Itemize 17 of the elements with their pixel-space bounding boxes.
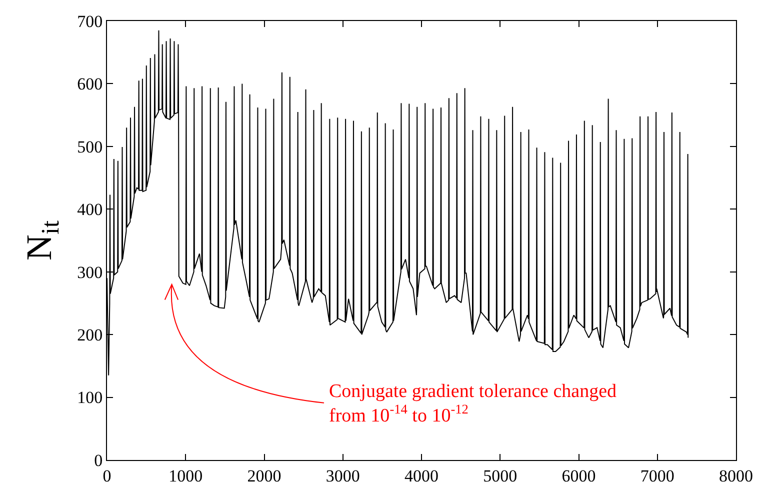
x-tick-label: 3000	[326, 466, 360, 486]
x-tick-label: 4000	[404, 466, 438, 486]
y-tick-label: 600	[77, 74, 103, 94]
y-tick-label: 200	[77, 326, 103, 345]
x-tick-label: 1000	[168, 466, 203, 486]
x-tick-label: 2000	[247, 466, 282, 486]
y-tick-label: 0	[94, 450, 103, 470]
x-tick-label: 7000	[640, 466, 674, 486]
y-tick-label: 400	[77, 200, 103, 220]
y-tick-label: 700	[77, 12, 103, 31]
y-tick-label: 100	[77, 388, 103, 408]
x-tick-label: 8000	[719, 466, 753, 486]
y-tick-label: 300	[77, 262, 103, 282]
x-tick-label: 6000	[562, 466, 596, 486]
x-tick-label: 5000	[483, 466, 518, 486]
annotation: Conjugate gradient tolerance changed from 10$^{-14}$ to 10$^{-12}$	[329, 381, 618, 427]
y-tick-label: 500	[77, 137, 103, 156]
